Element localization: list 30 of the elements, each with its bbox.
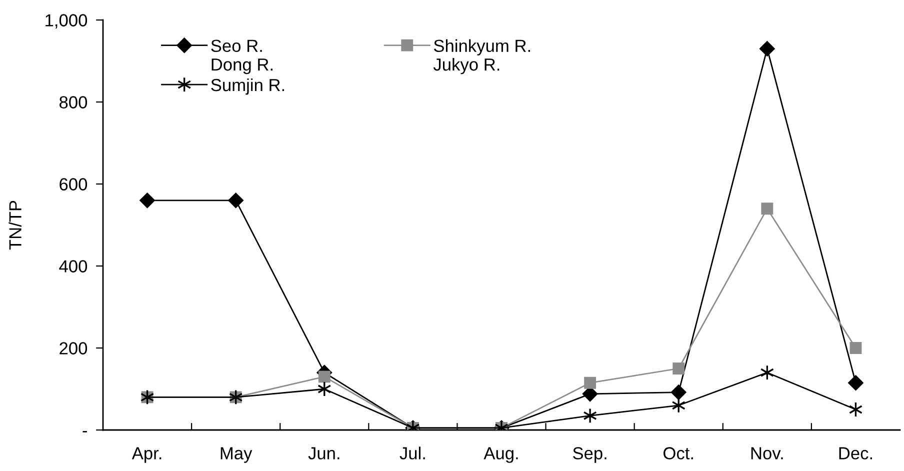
x-tick-label: Oct. [664,447,693,460]
point [761,202,774,215]
y-tick-label: - [82,431,87,432]
point [759,40,775,56]
x-tick-label: Dec. [839,447,872,460]
legend-label: Sumjin R. [211,78,284,95]
point [583,408,597,424]
y-tick-label: 200 [60,342,88,354]
point [139,192,156,208]
point [584,376,596,389]
x-tick-label: Apr. [132,447,162,463]
legend-label: Shinkyum R. Jukyo R. [433,39,530,74]
point [228,192,244,208]
y-tick-label: 800 [60,96,88,108]
point [318,370,330,383]
x-tick-label: Jul. [400,446,425,460]
point [848,375,864,391]
point [850,342,862,354]
x-tick-label: May [220,447,252,463]
x-tick-label: Nov. [751,447,783,460]
x-tick-label: Jun. [308,447,340,460]
y-tick-label: 1,000 [46,14,88,29]
y-axis-title: TN/TP [8,200,22,250]
legend-label: Seo R. Dong R. [211,40,272,74]
point [672,362,685,374]
y-tick-label: 400 [59,260,88,272]
point [670,384,686,400]
y-tick-label: 600 [60,178,88,190]
x-tick-label: Aug. [484,447,518,463]
x-tick-label: Sep. [572,447,606,463]
